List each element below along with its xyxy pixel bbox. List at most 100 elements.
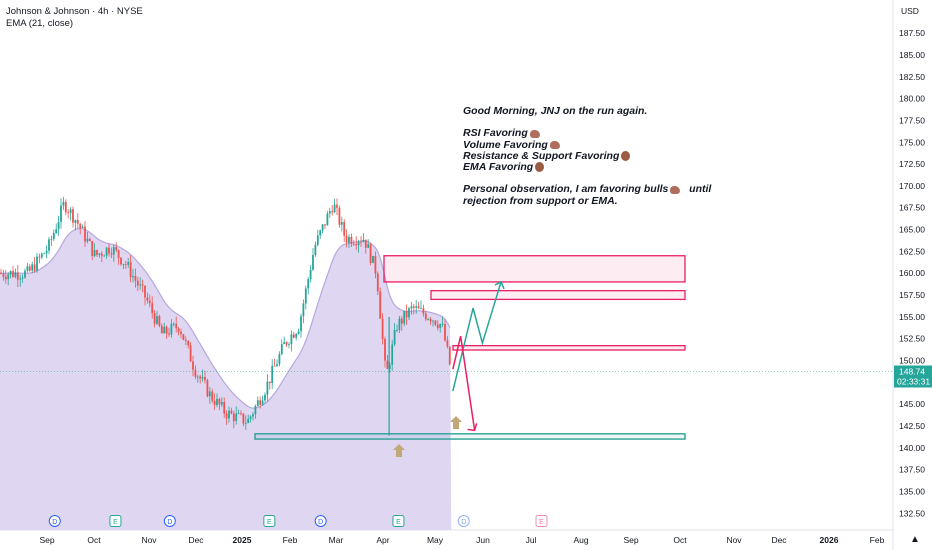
last-price-label: 148.74 bbox=[899, 366, 925, 376]
resistance-zone[interactable] bbox=[430, 290, 686, 301]
up-arrow-marker-icon[interactable] bbox=[450, 416, 462, 429]
earnings-marker-icon[interactable] bbox=[263, 515, 276, 527]
x-tick-label: Nov bbox=[726, 535, 742, 545]
candle bbox=[381, 318, 384, 340]
y-tick-label: 142.50 bbox=[899, 421, 925, 431]
price-axis[interactable]: 132.50135.00137.50140.00142.50145.00147.… bbox=[899, 28, 925, 518]
candle bbox=[360, 241, 362, 243]
tradingview-logo-icon[interactable]: ▲ bbox=[910, 534, 920, 545]
candle bbox=[213, 400, 216, 406]
dividend-marker-icon[interactable] bbox=[457, 515, 470, 527]
dividend-marker-icon[interactable] bbox=[48, 515, 61, 527]
candle bbox=[96, 249, 98, 255]
up-arrow-marker-icon[interactable] bbox=[393, 444, 405, 457]
candle bbox=[376, 273, 379, 292]
candle bbox=[16, 272, 19, 280]
candle bbox=[432, 320, 434, 322]
candle bbox=[74, 220, 77, 223]
candle bbox=[132, 276, 134, 278]
candle bbox=[52, 232, 55, 240]
candle bbox=[211, 391, 214, 401]
y-tick-label: 137.50 bbox=[899, 465, 925, 475]
dividend-marker-icon[interactable] bbox=[163, 515, 176, 527]
candle bbox=[420, 308, 422, 309]
candle bbox=[336, 204, 338, 208]
time-axis[interactable]: Sep Oct Nov Dec 2025 Feb Mar Apr May Jun Jul Aug Sep… bbox=[39, 535, 884, 545]
candle bbox=[117, 250, 120, 258]
candle bbox=[362, 239, 365, 242]
event-marker-label: D bbox=[461, 519, 466, 526]
candle bbox=[256, 400, 259, 407]
candle bbox=[328, 211, 331, 214]
candle bbox=[405, 311, 408, 318]
candle bbox=[228, 410, 230, 419]
note-line: rejection from support or EMA. bbox=[463, 194, 618, 207]
candle bbox=[112, 247, 115, 255]
candle bbox=[7, 274, 10, 280]
candles bbox=[0, 196, 451, 436]
y-tick-label: 145.00 bbox=[899, 399, 925, 409]
candle bbox=[110, 253, 113, 255]
candle bbox=[21, 277, 24, 279]
candle bbox=[64, 201, 67, 213]
annotation-note[interactable]: Good Morning, JNJ on the run again. RSI … bbox=[463, 105, 743, 207]
x-tick-label: Feb bbox=[870, 535, 885, 545]
currency-label[interactable]: USD bbox=[901, 6, 919, 16]
candle bbox=[369, 244, 372, 263]
earnings-marker-icon[interactable] bbox=[109, 515, 122, 527]
candle bbox=[43, 253, 46, 255]
candle bbox=[165, 326, 168, 334]
candle bbox=[247, 418, 250, 424]
candle bbox=[175, 323, 178, 329]
x-tick-label: Aug bbox=[573, 535, 588, 545]
candle bbox=[261, 400, 264, 406]
candle bbox=[151, 303, 154, 313]
candle bbox=[122, 263, 125, 265]
bearish-projection-path[interactable] bbox=[452, 335, 476, 431]
candle bbox=[129, 262, 132, 278]
candle bbox=[24, 270, 26, 278]
resistance-zone[interactable] bbox=[383, 255, 686, 283]
dividend-marker-icon[interactable] bbox=[314, 515, 327, 527]
y-tick-label: 175.00 bbox=[899, 137, 925, 147]
candle bbox=[196, 376, 199, 378]
candle bbox=[446, 340, 449, 347]
candle bbox=[48, 239, 50, 251]
candle bbox=[415, 306, 418, 308]
symbol-title: Johnson & Johnson · 4h · NYSE bbox=[6, 6, 143, 17]
earnings-marker-icon[interactable] bbox=[392, 515, 405, 527]
bear-emoji-icon bbox=[621, 151, 631, 162]
ema-indicator-label[interactable]: EMA (21, close) bbox=[6, 18, 74, 29]
candle bbox=[146, 297, 149, 301]
y-tick-label: 157.50 bbox=[899, 290, 925, 300]
x-tick-label: Mar bbox=[329, 535, 344, 545]
candle bbox=[177, 328, 180, 332]
candle bbox=[88, 238, 91, 242]
support-zone[interactable] bbox=[254, 433, 686, 440]
candle bbox=[172, 323, 175, 325]
x-tick-label: Apr bbox=[376, 535, 389, 545]
earnings-marker-icon[interactable] bbox=[535, 515, 548, 527]
ema-area bbox=[0, 228, 452, 530]
candle bbox=[340, 222, 343, 225]
resistance-zone[interactable] bbox=[452, 345, 686, 351]
candle bbox=[76, 220, 79, 224]
candle bbox=[45, 250, 48, 254]
x-tick-label: Jun bbox=[476, 535, 490, 545]
candle bbox=[374, 255, 377, 274]
candle bbox=[218, 398, 221, 405]
candle bbox=[319, 230, 322, 236]
candle bbox=[55, 229, 58, 233]
candle bbox=[266, 381, 269, 395]
candle bbox=[314, 244, 317, 255]
candle bbox=[81, 226, 84, 229]
bull-emoji-icon bbox=[549, 140, 560, 149]
candle bbox=[372, 255, 374, 263]
x-tick-label: Feb bbox=[283, 535, 298, 545]
candle bbox=[338, 207, 341, 225]
candle bbox=[350, 237, 353, 244]
y-tick-label: 177.50 bbox=[899, 115, 925, 125]
event-marker-label: D bbox=[52, 519, 57, 526]
event-marker-label: E bbox=[113, 519, 118, 526]
